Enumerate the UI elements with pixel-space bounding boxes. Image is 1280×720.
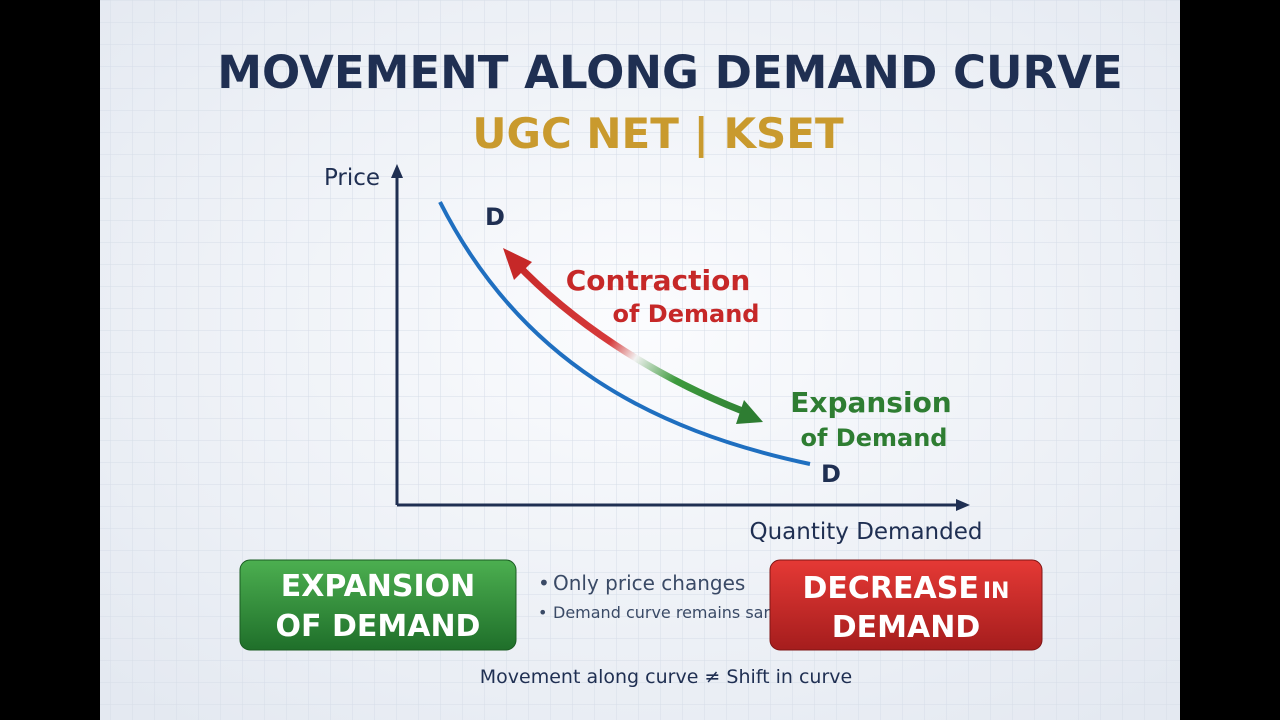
box-word: DECREASE [803, 571, 979, 606]
box-text: DECREASE IN [803, 571, 1010, 606]
y-arrowhead [391, 164, 403, 178]
box-text: EXPANSION [281, 569, 476, 604]
movement-arrow [512, 259, 747, 416]
y-axis-label: Price [324, 165, 380, 191]
expansion-arrowhead [736, 400, 763, 424]
curve-label: D [821, 460, 841, 488]
expansion-label: of Demand [801, 424, 948, 452]
bullet-dot: • [538, 571, 550, 595]
expansion-box [239, 559, 517, 651]
x-arrowhead [956, 499, 970, 511]
demand-curve [438, 201, 811, 466]
contraction-label: Contraction [566, 264, 751, 297]
box-small: IN [983, 579, 1010, 604]
bullet: Demand curve remains same [553, 603, 789, 622]
title: MOVEMENT ALONG DEMAND CURVE [217, 46, 1123, 99]
bullet: Only price changes [553, 571, 745, 595]
box-text: DEMAND [832, 610, 980, 645]
x-axis-label: Quantity Demanded [750, 519, 983, 545]
contraction-label: of Demand [613, 300, 760, 328]
bullet-dot: • [538, 603, 547, 622]
box-text: OF DEMAND [276, 609, 481, 644]
expansion-label: Expansion [790, 386, 952, 419]
decrease-box [769, 559, 1043, 651]
axes [395, 172, 962, 507]
footer: Movement along curve ≠ Shift in curve [480, 666, 852, 688]
curve-label: D [485, 203, 505, 231]
subtitle: UGC NET | KSET [472, 109, 844, 158]
contraction-arrowhead [503, 248, 532, 280]
